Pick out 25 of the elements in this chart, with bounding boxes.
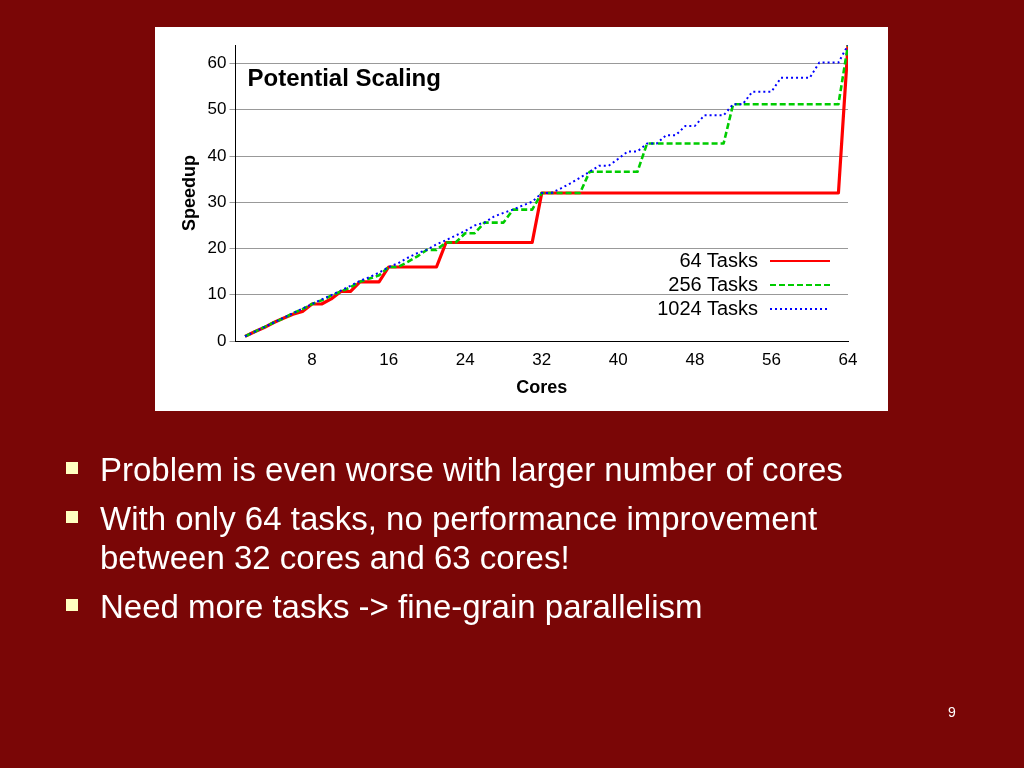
x-tick-label: 40 <box>608 349 628 369</box>
legend-label: 256 Tasks <box>668 272 758 295</box>
x-tick-label: 64 <box>838 349 858 369</box>
legend-label: 1024 Tasks <box>657 296 758 319</box>
legend-label: 64 Tasks <box>679 248 758 271</box>
x-tick-label: 56 <box>761 349 781 369</box>
x-tick-label: 48 <box>685 349 705 369</box>
y-tick-label: 60 <box>207 53 227 73</box>
y-tick-label: 30 <box>207 191 227 211</box>
x-tick-label: 8 <box>307 349 317 369</box>
y-tick-label: 50 <box>207 99 227 119</box>
y-tick-label: 20 <box>207 238 227 258</box>
text: With only 64 tasks, no performance improvement between 32 cores and 63 cores! <box>100 500 818 576</box>
y-axis-title: Speedup <box>178 154 199 232</box>
x-tick-label: 32 <box>532 349 552 369</box>
y-tick-label: 40 <box>207 145 227 165</box>
text: Potential Scaling <box>247 63 441 91</box>
x-tick-label: 16 <box>379 349 399 369</box>
text: Need more tasks -> fine-grain parallelism <box>100 588 703 625</box>
y-tick-label: 10 <box>207 284 227 304</box>
text: Problem is even worse with larger number of cores <box>100 451 843 488</box>
x-axis-title: Cores <box>516 377 568 398</box>
text: 9 <box>948 704 956 720</box>
x-tick-label: 24 <box>455 349 475 369</box>
y-tick-label: 0 <box>217 330 227 350</box>
